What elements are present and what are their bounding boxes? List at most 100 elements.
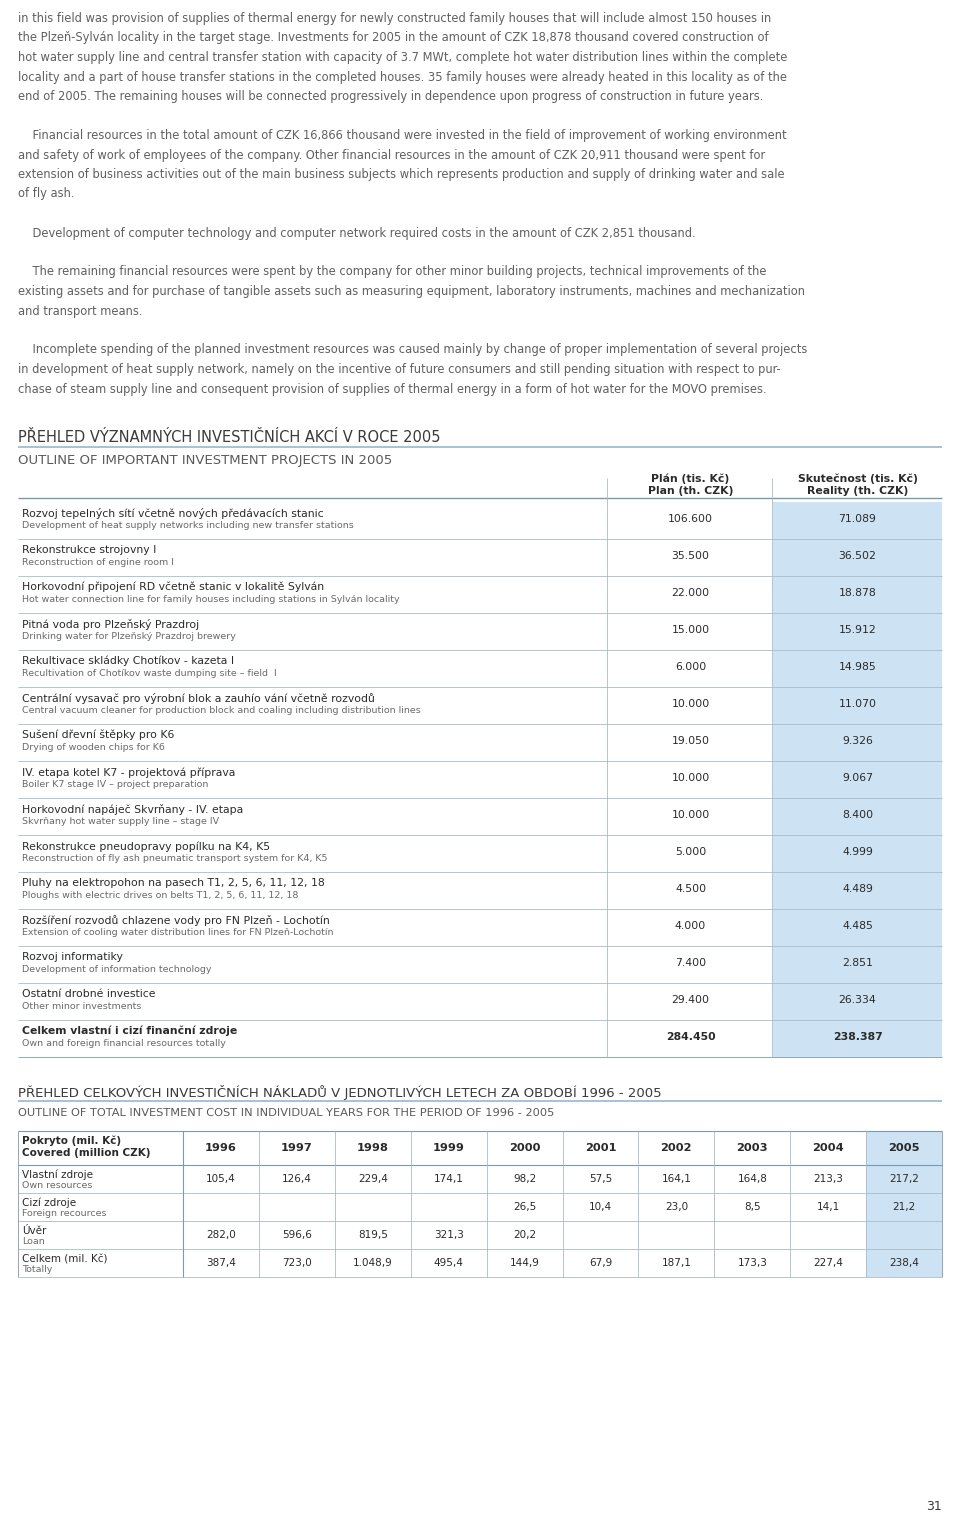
Text: end of 2005. The remaining houses will be connected progressively in dependence : end of 2005. The remaining houses will b… [18,90,763,103]
Text: and transport means.: and transport means. [18,304,142,318]
Bar [773,983,942,1020]
Text: Drinking water for Plzeňský Prazdroj brewery: Drinking water for Plzeňský Prazdroj bre… [22,632,236,641]
Text: Loan: Loan [22,1237,45,1247]
Text: 71.089: 71.089 [839,514,876,524]
Text: 1999: 1999 [433,1143,465,1154]
Text: Skvrňany hot water supply line – stage IV: Skvrňany hot water supply line – stage I… [22,817,219,826]
Bar [773,761,942,798]
Text: 18.878: 18.878 [839,587,876,598]
Text: 1.048,9: 1.048,9 [353,1259,393,1268]
Text: Ostatní drobné investice: Ostatní drobné investice [22,989,156,998]
Text: Incomplete spending of the planned investment resources was caused mainly by cha: Incomplete spending of the planned inves… [18,344,807,356]
Text: 2000: 2000 [509,1143,540,1154]
Text: 10,4: 10,4 [588,1202,612,1212]
Text: 282,0: 282,0 [206,1230,236,1240]
Text: 723,0: 723,0 [282,1259,312,1268]
Text: in development of heat supply network, namely on the incentive of future consume: in development of heat supply network, n… [18,364,780,376]
Bar [773,947,942,983]
Bar [773,650,942,686]
Text: Development of computer technology and computer network required costs in the am: Development of computer technology and c… [18,227,696,239]
Text: extension of business activities out of the main business subjects which represe: extension of business activities out of … [18,167,784,181]
Text: 11.070: 11.070 [838,699,876,709]
Text: 238.387: 238.387 [832,1032,882,1043]
Text: The remaining financial resources were spent by the company for other minor buil: The remaining financial resources were s… [18,265,766,279]
Bar [773,872,942,909]
Text: 7.400: 7.400 [675,957,706,968]
Text: Development of heat supply networks including new transfer stations: Development of heat supply networks incl… [22,521,353,530]
Text: locality and a part of house transfer stations in the completed houses. 35 famil: locality and a part of house transfer st… [18,70,787,84]
Bar [866,1131,942,1164]
Text: Plán (tis. Kč)
Plan (th. CZK): Plán (tis. Kč) Plan (th. CZK) [648,473,733,496]
Bar [773,575,942,613]
Text: Other minor investments: Other minor investments [22,1001,141,1011]
Text: 26.334: 26.334 [839,995,876,1005]
Text: 164,1: 164,1 [661,1173,691,1184]
Text: Reconstruction of fly ash pneumatic transport system for K4, K5: Reconstruction of fly ash pneumatic tran… [22,854,327,863]
Text: Development of information technology: Development of information technology [22,965,211,974]
Bar [773,836,942,872]
Text: the Plzeň-Sylván locality in the target stage. Investments for 2005 in the amoun: the Plzeň-Sylván locality in the target … [18,32,769,44]
Text: existing assets and for purchase of tangible assets such as measuring equipment,: existing assets and for purchase of tang… [18,285,805,298]
Text: Central vacuum cleaner for production block and coaling including distribution l: Central vacuum cleaner for production bl… [22,706,420,715]
Text: 35.500: 35.500 [671,551,709,562]
Text: Extension of cooling water distribution lines for FN Plzeň-Lochotín: Extension of cooling water distribution … [22,928,333,938]
Text: 6.000: 6.000 [675,662,707,673]
Text: 9.067: 9.067 [842,773,873,782]
Text: Rekonstrukce strojovny I: Rekonstrukce strojovny I [22,545,156,556]
Bar [866,1250,942,1277]
Text: Skutečnost (tis. Kč)
Reality (th. CZK): Skutečnost (tis. Kč) Reality (th. CZK) [798,473,918,496]
Text: 164,8: 164,8 [737,1173,767,1184]
Text: 1997: 1997 [281,1143,313,1154]
Text: 29.400: 29.400 [671,995,709,1005]
Bar [773,686,942,724]
Text: IV. etapa kotel K7 - projektová příprava: IV. etapa kotel K7 - projektová příprava [22,767,235,778]
Text: Own and foreign financial resources totally: Own and foreign financial resources tota… [22,1040,226,1049]
Text: Horkovodní připojení RD včetně stanic v lokalitě Sylván: Horkovodní připojení RD včetně stanic v … [22,581,324,592]
Text: Hot water connection line for family houses including stations in Sylván localit: Hot water connection line for family hou… [22,595,399,604]
Text: 31: 31 [926,1501,942,1513]
Text: 5.000: 5.000 [675,848,707,857]
Text: Totally: Totally [22,1265,53,1274]
Text: 10.000: 10.000 [671,810,709,820]
Bar [866,1193,942,1221]
Text: Foreign recources: Foreign recources [22,1208,107,1218]
Text: 21,2: 21,2 [893,1202,916,1212]
Text: Reconstruction of engine room I: Reconstruction of engine room I [22,559,174,568]
Text: Pitná voda pro Plzeňský Prazdroj: Pitná voda pro Plzeňský Prazdroj [22,619,199,630]
Text: Úvěr: Úvěr [22,1227,46,1236]
Text: 98,2: 98,2 [513,1173,537,1184]
Text: 1998: 1998 [357,1143,389,1154]
Text: 1996: 1996 [205,1143,237,1154]
Text: 19.050: 19.050 [671,737,709,746]
Text: 238,4: 238,4 [889,1259,919,1268]
Text: 495,4: 495,4 [434,1259,464,1268]
Text: 126,4: 126,4 [282,1173,312,1184]
Text: 2005: 2005 [888,1143,920,1154]
Text: Horkovodní napáječ Skvrňany - IV. etapa: Horkovodní napáječ Skvrňany - IV. etapa [22,804,243,814]
Text: 9.326: 9.326 [842,737,873,746]
Text: 321,3: 321,3 [434,1230,464,1240]
Text: 596,6: 596,6 [282,1230,312,1240]
Text: 10.000: 10.000 [671,699,709,709]
Text: 4.500: 4.500 [675,884,706,893]
Text: of fly ash.: of fly ash. [18,187,75,201]
Text: Centrální vysavač pro výrobní blok a zauhío vání včetně rozvodů: Centrální vysavač pro výrobní blok a zau… [22,693,374,705]
Text: 14.985: 14.985 [839,662,876,673]
Bar [866,1221,942,1250]
Text: Rozvoj informatiky: Rozvoj informatiky [22,951,123,962]
Text: Own resources: Own resources [22,1181,92,1190]
Text: OUTLINE OF IMPORTANT INVESTMENT PROJECTS IN 2005: OUTLINE OF IMPORTANT INVESTMENT PROJECTS… [18,454,393,467]
Text: 227,4: 227,4 [813,1259,843,1268]
Text: 2004: 2004 [812,1143,844,1154]
Text: 57,5: 57,5 [588,1173,612,1184]
Text: 106.600: 106.600 [668,514,713,524]
Text: 284.450: 284.450 [665,1032,715,1043]
Bar [773,724,942,761]
Bar [773,502,942,539]
Text: 819,5: 819,5 [358,1230,388,1240]
Text: Financial resources in the total amount of CZK 16,866 thousand were invested in : Financial resources in the total amount … [18,129,786,142]
Text: PŘEHLED VÝZNAMNÝCH INVESTIČNÍCH AKCÍ V ROCE 2005: PŘEHLED VÝZNAMNÝCH INVESTIČNÍCH AKCÍ V R… [18,431,441,444]
Text: 174,1: 174,1 [434,1173,464,1184]
Text: Ploughs with electric drives on belts T1, 2, 5, 6, 11, 12, 18: Ploughs with electric drives on belts T1… [22,890,299,900]
Text: Recultivation of Chotíkov waste dumping site – field  I: Recultivation of Chotíkov waste dumping … [22,670,276,677]
